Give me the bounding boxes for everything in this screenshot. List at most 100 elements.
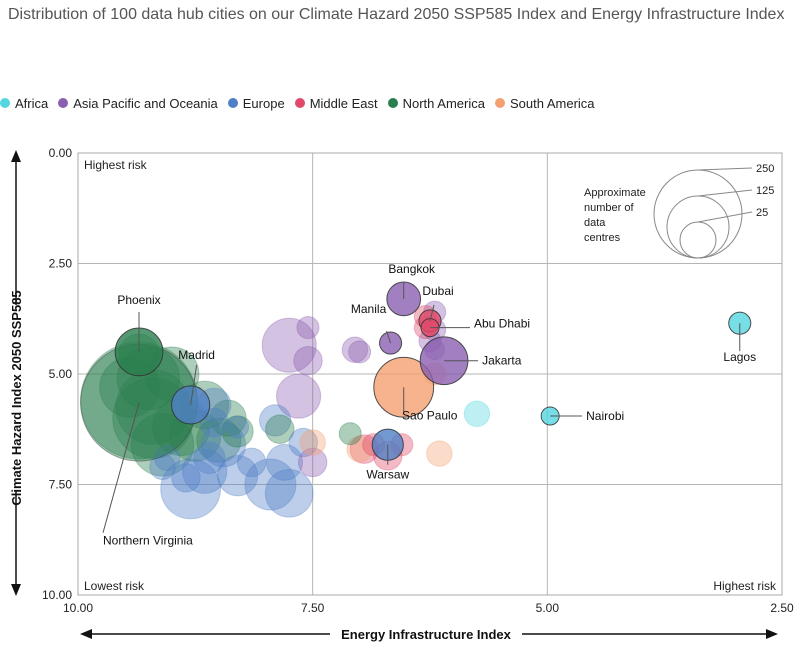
y-tick-label: 2.50 xyxy=(49,257,73,271)
corner-label-bottom-left: Lowest risk xyxy=(84,579,145,593)
bubble-europe xyxy=(265,443,304,481)
bubble-asia-pacific-and-oceania xyxy=(293,345,323,376)
legend-item-north-america: North America xyxy=(387,95,485,111)
size-legend-circle-large xyxy=(653,169,743,259)
corner-label-bottom-right: Highest risk xyxy=(713,579,777,593)
y-tick-label: 10.00 xyxy=(42,588,72,602)
x-tick-label: 2.50 xyxy=(770,601,794,615)
bubble-europe xyxy=(193,441,226,475)
x-axis-arrowhead-right xyxy=(766,629,778,639)
bubbles xyxy=(80,281,752,520)
bubble-north-america xyxy=(130,412,195,477)
plot-frame xyxy=(77,152,783,596)
bubble-europe xyxy=(236,447,267,478)
legend-dot-middle-east xyxy=(294,98,305,108)
bubble-europe xyxy=(200,422,247,468)
legend-dot-europe xyxy=(227,98,238,108)
size-legend-leader-250 xyxy=(697,167,753,171)
legend-item-south-america: South America xyxy=(494,95,595,111)
city-label-abu-dhabi: Abu Dhabi xyxy=(474,317,530,331)
bubble-south-america xyxy=(299,429,326,456)
size-legend-value-125: 125 xyxy=(756,185,774,197)
size-legend-leader-125 xyxy=(697,189,753,197)
region-legend: Africa Asia Pacific and Oceania Europe M… xyxy=(0,94,605,112)
y-axis-arrowhead-up xyxy=(11,150,21,162)
legend-item-europe: Europe xyxy=(227,96,285,111)
city-label-northern-virginia: Northern Virginia xyxy=(103,534,193,548)
bubble-asia-pacific-and-oceania xyxy=(348,340,372,364)
y-tick-label: 0.00 xyxy=(49,146,73,160)
legend-label-middle-east: Middle East xyxy=(309,95,378,111)
callout-line-madrid xyxy=(190,364,198,406)
bubble-asia-pacific-and-oceania xyxy=(276,373,322,419)
legend-label-north-america: North America xyxy=(402,95,485,111)
legend-label-asia-pacific: Asia Pacific and Oceania xyxy=(73,95,218,111)
y-axis-label-bg xyxy=(6,305,26,491)
legend-item-africa: Africa xyxy=(0,96,48,111)
y-axis-arrowhead-down xyxy=(11,584,21,596)
city-label-manila: Manila xyxy=(351,302,387,316)
size-legend-value-250: 250 xyxy=(756,163,774,175)
bubble-north-america xyxy=(221,415,254,448)
bubble-north-america xyxy=(338,422,362,446)
chart-title: Distribution of 100 data hub cities on o… xyxy=(8,6,785,23)
bubble-europe xyxy=(216,455,259,497)
callout-line-manila xyxy=(386,330,392,344)
size-legend-value-25: 25 xyxy=(756,207,768,219)
bubble-europe xyxy=(149,453,176,481)
size-legend-leader-25 xyxy=(697,211,753,223)
size-legend-label: Approximate number of data centres xyxy=(584,187,646,244)
bubble-europe xyxy=(288,427,319,458)
city-label-dubai: Dubai xyxy=(422,284,453,298)
city-label-sao-paulo: Sao Paulo xyxy=(402,408,458,422)
callout-line-northern-virginia xyxy=(102,402,140,533)
city-label-phoenix: Phoenix xyxy=(117,293,160,307)
legend-item-asia-pacific: Asia Pacific and Oceania xyxy=(58,96,218,111)
legend-dot-south-america xyxy=(494,98,505,108)
city-label-madrid: Madrid xyxy=(178,348,215,362)
bubble-europe xyxy=(259,404,292,437)
x-axis-label: Energy Infrastructure Index xyxy=(341,627,512,642)
bubble-north-america xyxy=(209,399,247,437)
bubble-south-america xyxy=(426,440,453,467)
legend-dot-asia-pacific xyxy=(58,98,69,108)
legend-dot-africa xyxy=(0,98,10,108)
bubble-north-america xyxy=(196,417,242,463)
y-tick-label: 7.50 xyxy=(49,478,73,492)
y-axis-label: Climate Hazard Index 2050 SSP585 xyxy=(9,290,24,505)
bubble-europe xyxy=(160,458,222,520)
x-tick-label: 5.00 xyxy=(536,601,560,615)
legend-item-middle-east: Middle East xyxy=(294,95,378,111)
size-legend: 250 125 25 Approximate number of data centr… xyxy=(584,163,774,259)
city-label-lagos: Lagos xyxy=(723,350,756,364)
city-callouts: Phoenix Northern Virginia Madrid Bangkok Dub… xyxy=(102,262,756,548)
bubble-africa xyxy=(463,400,491,428)
x-axis: Energy Infrastructure Index xyxy=(80,624,778,644)
bubble-asia-pacific-and-oceania xyxy=(341,336,369,363)
corner-label-top-left: Highest risk xyxy=(84,158,148,172)
bubble-europe xyxy=(153,444,181,472)
city-label-bangkok: Bangkok xyxy=(388,262,436,276)
legend-label-africa: Africa xyxy=(15,95,49,111)
bubble-europe xyxy=(264,468,314,518)
legend-label-south-america: South America xyxy=(509,95,595,111)
y-tick-label: 5.00 xyxy=(49,367,73,381)
city-label-warsaw: Warsaw xyxy=(366,468,409,482)
x-tick-label: 7.50 xyxy=(301,601,325,615)
bubble-europe xyxy=(226,415,250,439)
bubble-north-america xyxy=(265,414,295,444)
y-axis: Climate Hazard Index 2050 SSP585 xyxy=(6,150,26,596)
bubble-europe xyxy=(171,463,201,493)
bubble-europe xyxy=(244,458,297,511)
bubble-europe xyxy=(182,448,228,494)
callout-line-dubai xyxy=(429,304,435,322)
size-legend-circle-medium xyxy=(666,195,730,259)
city-label-jakarta: Jakarta xyxy=(482,354,522,368)
legend-dot-north-america xyxy=(387,98,398,108)
x-tick-label: 10.00 xyxy=(63,601,93,615)
size-legend-circle-small xyxy=(679,221,717,259)
city-label-nairobi: Nairobi xyxy=(586,409,624,423)
bubble-asia-pacific-and-oceania xyxy=(297,447,328,478)
